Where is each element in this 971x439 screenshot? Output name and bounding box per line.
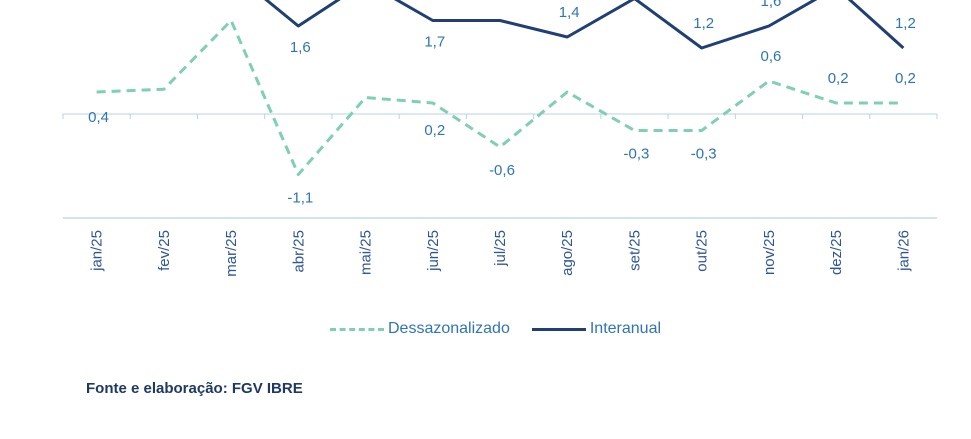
data-label: 0,2 (828, 70, 849, 87)
legend-swatch-dashed (330, 327, 384, 331)
x-tick-label: set/25 (626, 230, 643, 271)
data-label: 1,4 (559, 4, 580, 21)
legend-item-dessazonalizado: Dessazonalizado (330, 320, 510, 338)
data-label: 1,2 (693, 15, 714, 32)
x-tick-label: out/25 (694, 230, 711, 272)
series-line-dessazonalizado (96, 19, 904, 176)
x-tick-label: nov/25 (761, 230, 778, 275)
legend: Dessazonalizado Interanual (330, 320, 683, 338)
x-tick-label: dez/25 (828, 230, 845, 275)
data-label: -0,3 (624, 146, 650, 163)
x-tick-label: fev/25 (156, 230, 173, 271)
data-label: 1,6 (760, 0, 781, 10)
x-tick-label: mai/25 (358, 230, 375, 275)
data-label: -0,6 (489, 162, 515, 179)
data-label: 1,6 (290, 39, 311, 56)
data-label: -1,1 (287, 190, 313, 207)
series-line-interanual (264, 0, 905, 50)
legend-item-interanual: Interanual (531, 320, 662, 338)
legend-label-dessazonalizado: Dessazonalizado (388, 320, 510, 337)
data-label: 0,2 (424, 122, 445, 139)
data-label: 1,2 (895, 15, 916, 32)
legend-label-interanual: Interanual (589, 320, 662, 337)
x-tick-label: abr/25 (290, 230, 307, 273)
x-tick-label: jun/25 (425, 230, 442, 272)
data-label: 0,6 (760, 48, 781, 65)
data-label: 0,4 (88, 109, 109, 126)
x-tick-label: jul/25 (492, 230, 509, 267)
data-label: 1,7 (424, 34, 445, 51)
x-tick-label: jan/25 (89, 230, 106, 272)
data-label: -0,3 (691, 146, 717, 163)
x-tick-label: ago/25 (559, 230, 576, 276)
source-note: Fonte e elaboração: FGV IBRE (86, 380, 303, 397)
data-label: 0,2 (895, 70, 916, 87)
x-tick-label: jan/26 (895, 230, 912, 272)
x-tick-label: mar/25 (223, 230, 240, 277)
legend-swatch-solid (531, 327, 586, 331)
